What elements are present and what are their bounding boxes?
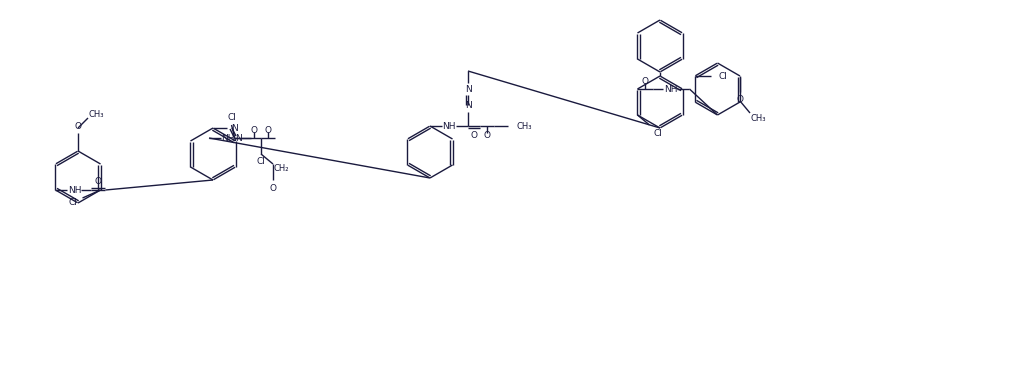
Text: O: O: [264, 125, 272, 135]
Text: N: N: [465, 100, 471, 109]
Text: N: N: [465, 84, 471, 93]
Text: O: O: [484, 131, 491, 140]
Text: N: N: [235, 134, 242, 142]
Text: O: O: [470, 131, 477, 140]
Text: CH₂: CH₂: [274, 164, 289, 173]
Text: Cl: Cl: [227, 112, 236, 122]
Text: O: O: [74, 122, 81, 131]
Text: O: O: [642, 77, 649, 86]
Text: NH: NH: [68, 186, 81, 195]
Text: NH: NH: [664, 84, 677, 93]
Text: NH: NH: [221, 134, 235, 142]
Text: NH: NH: [442, 122, 456, 131]
Text: N: N: [230, 124, 238, 132]
Text: O: O: [95, 176, 102, 186]
Text: CH₃: CH₃: [516, 122, 532, 131]
Text: Cl: Cl: [256, 157, 265, 166]
Text: O: O: [737, 94, 744, 103]
Text: O: O: [270, 183, 277, 192]
Text: Cl: Cl: [653, 128, 662, 138]
Text: CH₃: CH₃: [750, 113, 766, 122]
Text: O: O: [250, 125, 257, 135]
Text: Cl: Cl: [68, 198, 77, 206]
Text: CH₃: CH₃: [88, 109, 104, 119]
Text: Cl: Cl: [719, 71, 728, 80]
